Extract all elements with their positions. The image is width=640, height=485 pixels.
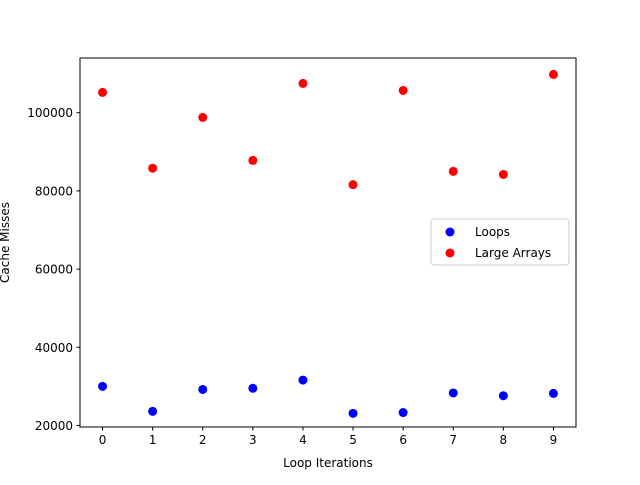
x-tick-label: 2 <box>199 433 207 447</box>
data-point-loops <box>398 408 408 418</box>
data-point-large-arrays <box>398 85 408 95</box>
data-point-large-arrays <box>148 163 158 173</box>
data-point-large-arrays <box>248 155 258 165</box>
data-point-loops <box>498 391 508 401</box>
data-point-large-arrays <box>498 169 508 179</box>
x-axis-ticks: 0 1 2 3 4 5 6 7 8 9 <box>99 427 558 447</box>
y-tick-label: 100000 <box>27 106 73 120</box>
data-point-loops <box>348 408 358 418</box>
data-point-loops <box>448 388 458 398</box>
x-tick-label: 8 <box>500 433 508 447</box>
data-point-loops <box>548 388 558 398</box>
data-point-large-arrays <box>348 180 358 190</box>
data-point-large-arrays <box>98 87 108 97</box>
y-tick-label: 40000 <box>35 341 73 355</box>
legend-marker-large-arrays <box>445 248 455 258</box>
x-tick-label: 0 <box>99 433 107 447</box>
x-tick-label: 5 <box>349 433 357 447</box>
x-axis-title: Loop Iterations <box>283 456 373 470</box>
data-point-large-arrays <box>198 112 208 122</box>
legend-box <box>430 218 570 266</box>
legend-label-loops: Loops <box>475 225 510 239</box>
x-tick-label: 3 <box>249 433 257 447</box>
x-tick-label: 9 <box>550 433 558 447</box>
data-point-loops <box>148 406 158 416</box>
axes-frame <box>79 57 577 428</box>
data-point-loops <box>248 383 258 393</box>
legend: Loops Large Arrays <box>430 218 570 266</box>
x-tick-label: 4 <box>299 433 307 447</box>
data-point-large-arrays <box>448 166 458 176</box>
legend-label-large-arrays: Large Arrays <box>475 246 551 260</box>
y-axis-ticks: 20000 40000 60000 80000 100000 <box>27 106 80 433</box>
data-point-loops <box>98 381 108 391</box>
data-point-large-arrays <box>548 69 558 79</box>
x-tick-label: 7 <box>449 433 457 447</box>
data-point-large-arrays <box>298 78 308 88</box>
y-tick-label: 20000 <box>35 419 73 433</box>
y-tick-label: 60000 <box>35 263 73 277</box>
data-point-loops <box>298 375 308 385</box>
data-points-layer <box>98 69 558 418</box>
y-axis-title: Cache Misses <box>0 202 12 283</box>
x-tick-label: 1 <box>149 433 157 447</box>
y-tick-label: 80000 <box>35 184 73 198</box>
data-point-loops <box>198 384 208 394</box>
legend-marker-loops <box>445 227 455 237</box>
x-tick-label: 6 <box>399 433 407 447</box>
